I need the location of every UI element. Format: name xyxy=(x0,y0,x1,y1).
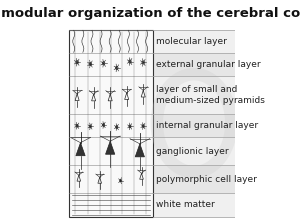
Circle shape xyxy=(120,179,122,182)
Text: white matter: white matter xyxy=(156,200,215,209)
Bar xyxy=(153,137,235,165)
Text: The modular organization of the cerebral cortex: The modular organization of the cerebral… xyxy=(0,7,300,20)
Polygon shape xyxy=(135,144,145,157)
Bar xyxy=(153,114,235,137)
Bar xyxy=(153,165,235,193)
Text: polymorphic cell layer: polymorphic cell layer xyxy=(156,175,257,184)
Text: internal granular layer: internal granular layer xyxy=(156,121,258,130)
Polygon shape xyxy=(76,143,85,156)
Text: layer of small and
medium-sized pyramids: layer of small and medium-sized pyramids xyxy=(156,85,265,105)
Bar xyxy=(153,76,235,114)
Bar xyxy=(153,53,235,76)
Bar xyxy=(153,30,235,53)
Polygon shape xyxy=(106,141,115,154)
Bar xyxy=(69,30,153,217)
Bar xyxy=(153,193,235,217)
Text: external granular layer: external granular layer xyxy=(156,60,261,69)
Text: ganglionic layer: ganglionic layer xyxy=(156,147,229,156)
Text: molecular layer: molecular layer xyxy=(156,37,227,46)
